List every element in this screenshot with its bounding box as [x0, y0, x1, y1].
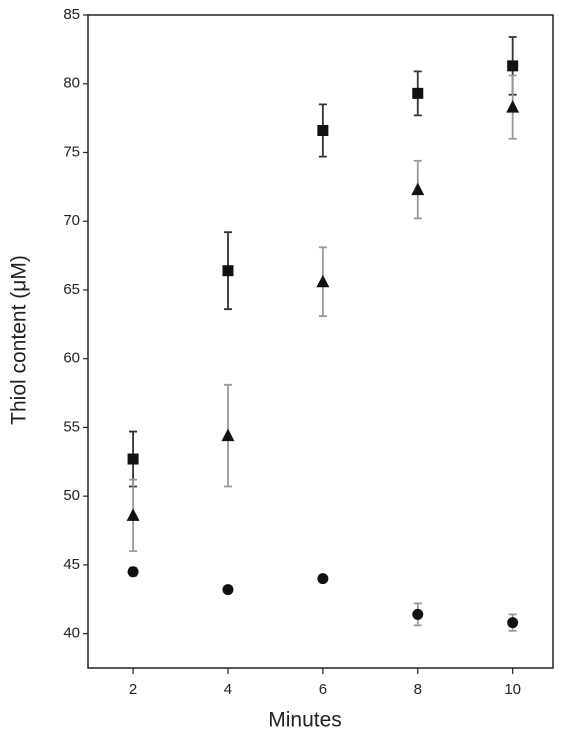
point — [317, 124, 329, 136]
point — [412, 87, 424, 99]
point — [221, 428, 235, 442]
point — [316, 274, 330, 288]
y-tick-label: 70 — [63, 212, 80, 229]
point — [127, 566, 139, 578]
y-tick-label: 45 — [63, 556, 80, 573]
x-tick-label: 2 — [129, 681, 137, 698]
point — [222, 265, 234, 277]
point — [222, 584, 234, 596]
x-axis-title: Minutes — [268, 709, 342, 732]
y-tick-label: 50 — [63, 487, 80, 504]
y-axis-title: Thiol content (μM) — [8, 255, 31, 425]
x-tick-label: 10 — [504, 681, 521, 698]
y-tick-label: 65 — [63, 281, 80, 298]
point — [127, 453, 139, 465]
point — [317, 573, 329, 585]
point — [506, 100, 520, 113]
y-tick-label: 55 — [63, 418, 80, 435]
point — [507, 60, 519, 72]
point — [411, 182, 425, 196]
x-tick-label: 6 — [319, 681, 327, 698]
y-tick-label: 80 — [63, 75, 80, 92]
y-tick-label: 40 — [63, 625, 80, 642]
y-tick-label: 75 — [63, 143, 80, 160]
point — [412, 608, 424, 620]
x-tick-label: 4 — [224, 681, 232, 698]
y-tick-label: 85 — [63, 6, 80, 23]
x-tick-label: 8 — [414, 681, 422, 698]
point — [507, 617, 519, 629]
y-tick-label: 60 — [63, 350, 80, 367]
point — [126, 508, 140, 521]
plot-frame — [87, 14, 554, 669]
